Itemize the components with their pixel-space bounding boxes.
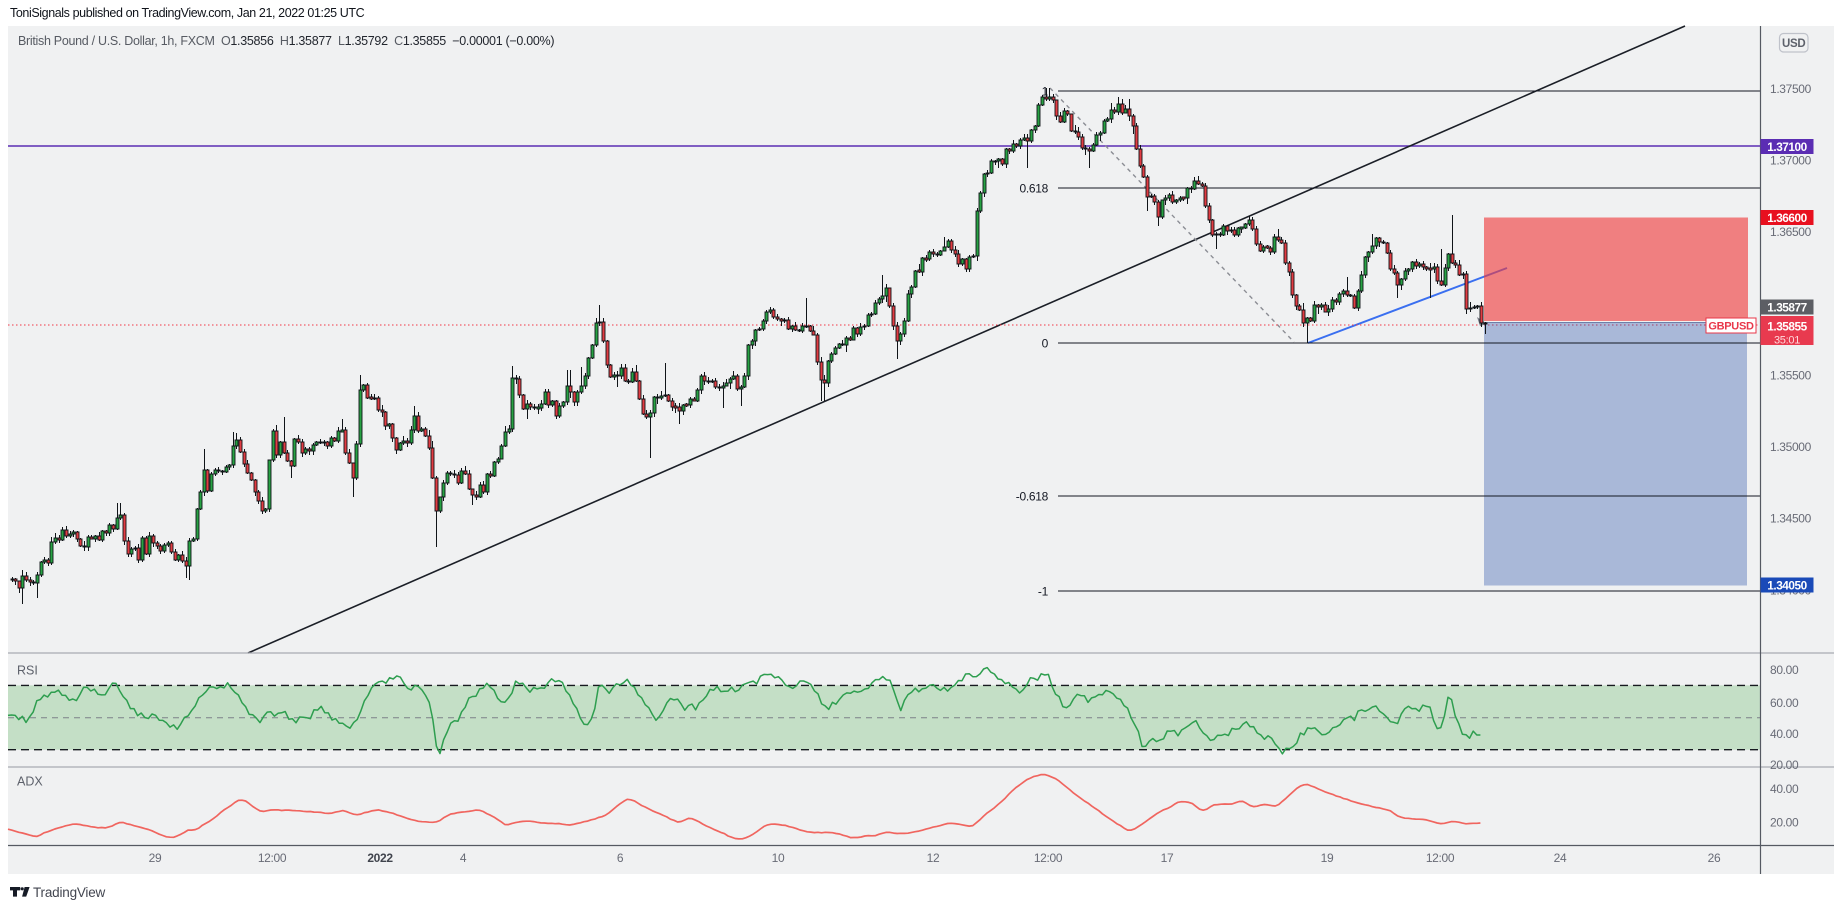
svg-text:2022: 2022 <box>367 851 393 865</box>
svg-text:1.37500: 1.37500 <box>1770 82 1812 96</box>
svg-text:20.00: 20.00 <box>1770 815 1799 829</box>
svg-text:ADX: ADX <box>17 775 43 789</box>
svg-text:1.37000: 1.37000 <box>1770 154 1812 168</box>
svg-text:17: 17 <box>1161 851 1174 865</box>
svg-text:TradingView: TradingView <box>33 885 106 900</box>
svg-text:60.00: 60.00 <box>1770 696 1799 710</box>
svg-text:1.35877: 1.35877 <box>1767 301 1807 315</box>
svg-text:12:00: 12:00 <box>258 851 287 865</box>
svg-text:1.36600: 1.36600 <box>1767 211 1807 225</box>
svg-text:1.37100: 1.37100 <box>1767 140 1807 154</box>
svg-text:GBPUSD: GBPUSD <box>1708 321 1754 333</box>
svg-text:-0.618: -0.618 <box>1016 490 1049 504</box>
svg-text:1.35000: 1.35000 <box>1770 440 1812 454</box>
svg-text:20.00: 20.00 <box>1770 758 1799 772</box>
svg-text:ToniSignals published on Tradi: ToniSignals published on TradingView.com… <box>10 6 365 20</box>
svg-text:1.34050: 1.34050 <box>1767 579 1807 593</box>
svg-text:19: 19 <box>1321 851 1334 865</box>
svg-text:-1: -1 <box>1038 585 1049 599</box>
svg-text:RSI: RSI <box>17 664 38 678</box>
svg-text:USD: USD <box>1782 38 1805 50</box>
svg-text:40.00: 40.00 <box>1770 727 1799 741</box>
svg-text:1.34500: 1.34500 <box>1770 512 1812 526</box>
svg-text:24: 24 <box>1554 851 1567 865</box>
svg-text:1: 1 <box>1042 85 1049 99</box>
svg-text:1.35500: 1.35500 <box>1770 368 1812 382</box>
svg-text:4: 4 <box>460 851 467 865</box>
svg-text:40.00: 40.00 <box>1770 782 1799 796</box>
svg-text:0.618: 0.618 <box>1019 182 1048 196</box>
svg-text:1.35855: 1.35855 <box>1767 320 1807 334</box>
svg-text:12:00: 12:00 <box>1034 851 1063 865</box>
svg-text:35:01: 35:01 <box>1774 335 1800 347</box>
svg-text:British Pound / U.S. Dollar, 1: British Pound / U.S. Dollar, 1h, FXCM O1… <box>18 34 554 48</box>
svg-text:26: 26 <box>1708 851 1721 865</box>
svg-text:0: 0 <box>1042 337 1049 351</box>
svg-text:6: 6 <box>617 851 624 865</box>
svg-text:29: 29 <box>149 851 162 865</box>
svg-text:12:00: 12:00 <box>1426 851 1455 865</box>
svg-text:80.00: 80.00 <box>1770 663 1799 677</box>
svg-text:10: 10 <box>772 851 785 865</box>
svg-text:12: 12 <box>927 851 940 865</box>
svg-text:1.36500: 1.36500 <box>1770 225 1812 239</box>
